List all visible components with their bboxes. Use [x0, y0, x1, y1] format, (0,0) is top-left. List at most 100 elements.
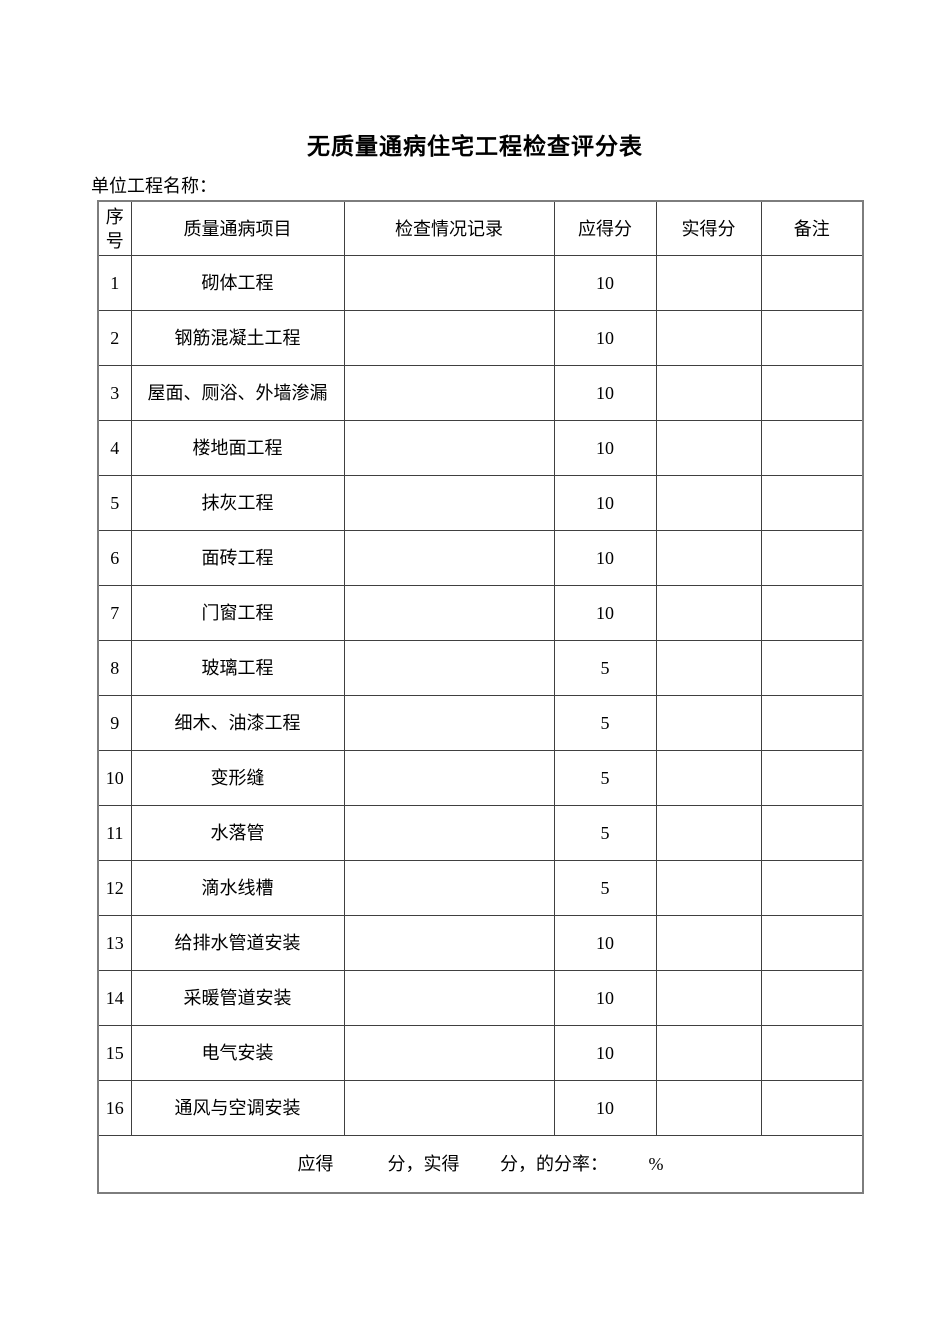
cell-item: 变形缝 — [130, 750, 345, 806]
cell-remark — [760, 750, 864, 806]
table-row: 12 滴水线槽 5 — [97, 860, 864, 916]
col-header-expected: 应得分 — [553, 200, 657, 256]
cell-item: 通风与空调安装 — [130, 1080, 345, 1136]
cell-remark — [760, 530, 864, 586]
cell-seq: 8 — [97, 640, 132, 696]
cell-actual — [655, 530, 762, 586]
cell-expected: 10 — [553, 970, 657, 1026]
cell-record — [343, 255, 555, 311]
cell-seq: 11 — [97, 805, 132, 861]
cell-item: 屋面、厕浴、外墙渗漏 — [130, 365, 345, 421]
cell-seq: 13 — [97, 915, 132, 971]
cell-expected: 10 — [553, 365, 657, 421]
cell-actual — [655, 695, 762, 751]
cell-seq: 5 — [97, 475, 132, 531]
cell-seq: 15 — [97, 1025, 132, 1081]
cell-seq: 1 — [97, 255, 132, 311]
table-row: 6 面砖工程 10 — [97, 530, 864, 586]
cell-remark — [760, 1080, 864, 1136]
cell-expected: 5 — [553, 750, 657, 806]
cell-remark — [760, 860, 864, 916]
cell-remark — [760, 365, 864, 421]
summary-text: 应得 分，实得 分，的分率： % — [97, 1135, 864, 1194]
cell-seq: 10 — [97, 750, 132, 806]
cell-actual — [655, 1025, 762, 1081]
cell-item: 采暖管道安装 — [130, 970, 345, 1026]
col-header-actual: 实得分 — [655, 200, 762, 256]
cell-item: 给排水管道安装 — [130, 915, 345, 971]
cell-actual — [655, 420, 762, 476]
cell-expected: 10 — [553, 310, 657, 366]
table-row: 16 通风与空调安装 10 — [97, 1080, 864, 1136]
cell-seq: 6 — [97, 530, 132, 586]
table-row: 2 钢筋混凝土工程 10 — [97, 310, 864, 366]
cell-expected: 5 — [553, 805, 657, 861]
cell-expected: 5 — [553, 640, 657, 696]
cell-seq: 4 — [97, 420, 132, 476]
cell-seq: 7 — [97, 585, 132, 641]
cell-record — [343, 970, 555, 1026]
cell-actual — [655, 860, 762, 916]
table-row: 10 变形缝 5 — [97, 750, 864, 806]
cell-record — [343, 475, 555, 531]
cell-actual — [655, 310, 762, 366]
col-header-item: 质量通病项目 — [130, 200, 345, 256]
cell-actual — [655, 475, 762, 531]
summary-row: 应得 分，实得 分，的分率： % — [97, 1135, 864, 1194]
cell-record — [343, 1025, 555, 1081]
cell-expected: 5 — [553, 860, 657, 916]
table-row: 1 砌体工程 10 — [97, 255, 864, 311]
cell-remark — [760, 255, 864, 311]
cell-expected: 10 — [553, 915, 657, 971]
cell-item: 水落管 — [130, 805, 345, 861]
cell-record — [343, 915, 555, 971]
cell-expected: 5 — [553, 695, 657, 751]
table-row: 5 抹灰工程 10 — [97, 475, 864, 531]
table-row: 14 采暖管道安装 10 — [97, 970, 864, 1026]
cell-remark — [760, 1025, 864, 1081]
cell-record — [343, 585, 555, 641]
cell-record — [343, 420, 555, 476]
cell-expected: 10 — [553, 585, 657, 641]
cell-record — [343, 695, 555, 751]
table-row: 8 玻璃工程 5 — [97, 640, 864, 696]
table-row: 9 细木、油漆工程 5 — [97, 695, 864, 751]
cell-record — [343, 750, 555, 806]
cell-item: 细木、油漆工程 — [130, 695, 345, 751]
table-row: 15 电气安装 10 — [97, 1025, 864, 1081]
cell-seq: 16 — [97, 1080, 132, 1136]
table-row: 11 水落管 5 — [97, 805, 864, 861]
cell-record — [343, 640, 555, 696]
cell-actual — [655, 970, 762, 1026]
cell-expected: 10 — [553, 255, 657, 311]
cell-actual — [655, 1080, 762, 1136]
cell-seq: 9 — [97, 695, 132, 751]
cell-actual — [655, 255, 762, 311]
cell-item: 楼地面工程 — [130, 420, 345, 476]
cell-item: 抹灰工程 — [130, 475, 345, 531]
header-row: 序号 质量通病项目 检查情况记录 应得分 实得分 备注 — [97, 200, 864, 256]
cell-remark — [760, 805, 864, 861]
cell-actual — [655, 805, 762, 861]
cell-record — [343, 310, 555, 366]
table-row: 13 给排水管道安装 10 — [97, 915, 864, 971]
cell-item: 钢筋混凝土工程 — [130, 310, 345, 366]
cell-actual — [655, 915, 762, 971]
cell-record — [343, 365, 555, 421]
cell-expected: 10 — [553, 1080, 657, 1136]
cell-item: 滴水线槽 — [130, 860, 345, 916]
cell-remark — [760, 695, 864, 751]
cell-seq: 12 — [97, 860, 132, 916]
cell-actual — [655, 640, 762, 696]
col-header-record: 检查情况记录 — [343, 200, 555, 256]
cell-seq: 2 — [97, 310, 132, 366]
score-table: 序号 质量通病项目 检查情况记录 应得分 实得分 备注 1 砌体工程 10 2 … — [97, 200, 864, 1194]
cell-remark — [760, 475, 864, 531]
cell-expected: 10 — [553, 1025, 657, 1081]
cell-remark — [760, 640, 864, 696]
cell-seq: 14 — [97, 970, 132, 1026]
cell-expected: 10 — [553, 420, 657, 476]
cell-record — [343, 805, 555, 861]
cell-item: 电气安装 — [130, 1025, 345, 1081]
col-header-seq: 序号 — [97, 200, 132, 256]
